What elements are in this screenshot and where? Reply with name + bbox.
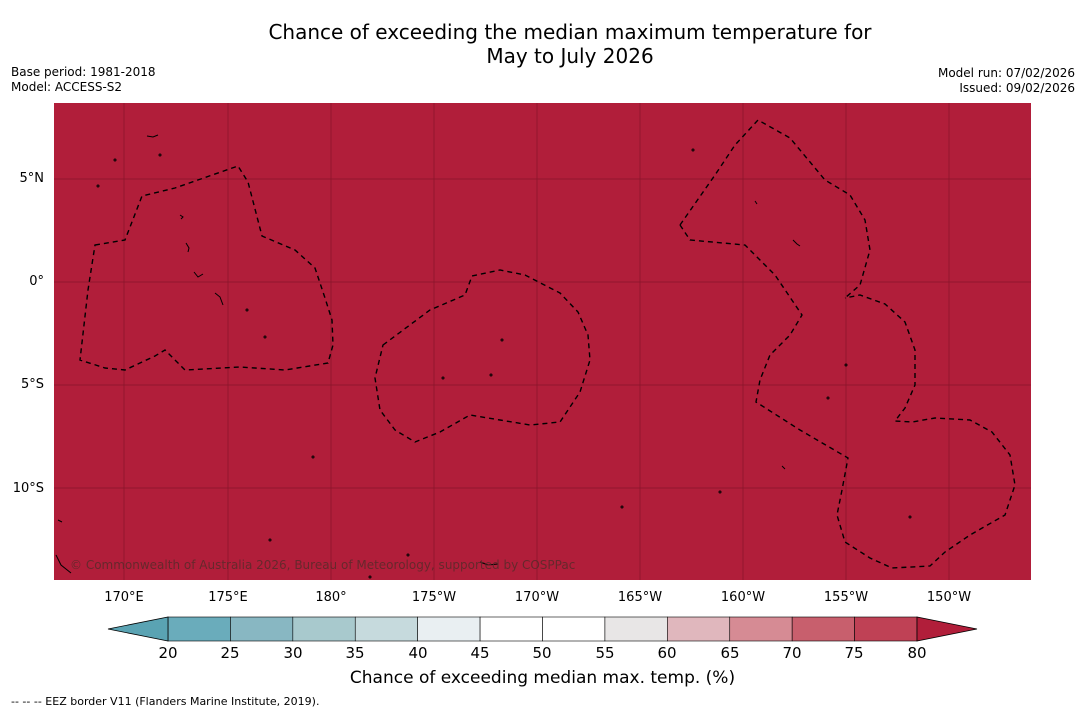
copyright-notice: © Commonwealth of Australia 2026, Bureau…: [70, 558, 576, 572]
island-dot: [406, 553, 410, 557]
colorbar-segment: [791, 616, 855, 642]
lat-tick-label: 10°S: [12, 481, 44, 496]
island-outline: [57, 519, 63, 523]
colorbar-tick-label: 60: [657, 644, 677, 662]
island-dot: [691, 148, 695, 152]
island-outline: [179, 214, 184, 220]
colorbar-tick-label: 55: [595, 644, 615, 662]
meta-right: Model run: 07/02/2026 Issued: 09/02/2026: [938, 66, 1075, 96]
colorbar: [167, 616, 918, 642]
colorbar-tick-label: 30: [283, 644, 303, 662]
footnote: -- -- -- EEZ border V11 (Flanders Marine…: [11, 695, 320, 708]
lon-tick-label: 170°W: [514, 590, 560, 605]
island-dot: [311, 455, 315, 459]
colorbar-tick-label: 40: [408, 644, 428, 662]
eez-border-line-islands-south: [679, 224, 1016, 569]
model-name: Model: ACCESS-S2: [11, 80, 123, 94]
eez-border-kiribati-gilberts: [79, 165, 334, 371]
colorbar-tick-label: 50: [532, 644, 552, 662]
island-dot: [489, 373, 493, 377]
island-dot: [368, 575, 372, 579]
colorbar-over-triangle: [916, 616, 978, 642]
island-dot: [113, 158, 117, 162]
chart-title: Chance of exceeding the median maximum t…: [0, 20, 1085, 68]
lat-tick-label: 5°S: [20, 377, 44, 392]
colorbar-segment: [479, 616, 543, 642]
island-dot: [158, 153, 162, 157]
island-outline: [792, 239, 801, 247]
island-dot: [844, 363, 848, 367]
island-dot: [96, 184, 100, 188]
eez-borders: [79, 119, 1016, 569]
islands: [55, 134, 912, 579]
eez-border-tokelau: [374, 269, 591, 443]
colorbar-tick-label: 45: [470, 644, 490, 662]
map-area[interactable]: [54, 103, 1031, 580]
lon-tick-label: 150°W: [926, 590, 972, 605]
lon-tick-label: 160°W: [720, 590, 766, 605]
title-line-1: Chance of exceeding the median maximum t…: [268, 20, 872, 44]
island-dot: [441, 376, 445, 380]
colorbar-tick-label: 65: [720, 644, 740, 662]
colorbar-title: Chance of exceeding median max. temp. (%…: [349, 668, 736, 688]
island-outline: [193, 271, 204, 278]
island-dot: [268, 538, 272, 542]
island-dot: [245, 308, 249, 312]
gridlines: [54, 103, 1031, 580]
colorbar-tick-label: 35: [345, 644, 365, 662]
meta-left: Base period: 1981-2018 Model: ACCESS-S2: [11, 65, 156, 95]
eez-border-line-islands-north: [679, 119, 871, 299]
island-dot: [620, 505, 624, 509]
colorbar-segment: [230, 616, 294, 642]
colorbar-segment: [354, 616, 418, 642]
lon-tick-label: 175°W: [411, 590, 457, 605]
colorbar-tick-label: 75: [844, 644, 864, 662]
colorbar-segment: [854, 616, 918, 642]
base-period: Base period: 1981-2018: [11, 65, 156, 79]
issued-date: Issued: 09/02/2026: [959, 81, 1075, 95]
model-run: Model run: 07/02/2026: [937, 66, 1075, 80]
colorbar-segment: [417, 616, 481, 642]
colorbar-segment: [667, 616, 731, 642]
lon-tick-label: 165°W: [617, 590, 663, 605]
colorbar-segment: [167, 616, 231, 642]
title-line-2: May to July 2026: [486, 44, 654, 68]
island-outline: [781, 465, 786, 470]
island-outline: [214, 292, 224, 306]
lon-tick-label: 155°W: [823, 590, 869, 605]
colorbar-tick-label: 80: [907, 644, 927, 662]
colorbar-segment: [292, 616, 356, 642]
colorbar-tick-label: 25: [220, 644, 240, 662]
island-dot: [263, 335, 267, 339]
island-dot: [908, 515, 912, 519]
colorbar-segment: [604, 616, 668, 642]
colorbar-segment: [729, 616, 793, 642]
island-dot: [826, 396, 830, 400]
island-dot: [718, 490, 722, 494]
colorbar-tick-label: 20: [158, 644, 178, 662]
island-dot: [500, 338, 504, 342]
colorbar-under-triangle: [107, 616, 169, 642]
lon-tick-label: 180°: [315, 590, 347, 605]
island-outline: [55, 554, 72, 574]
lon-tick-label: 175°E: [208, 590, 248, 605]
lon-tick-label: 170°E: [104, 590, 144, 605]
lat-tick-label: 0°: [29, 274, 44, 289]
island-outline: [479, 561, 499, 566]
island-outline: [146, 134, 159, 138]
colorbar-tick-label: 70: [782, 644, 802, 662]
island-outline: [754, 200, 758, 205]
lat-tick-label: 5°N: [19, 171, 45, 186]
island-outline: [185, 242, 190, 253]
colorbar-segment: [542, 616, 606, 642]
